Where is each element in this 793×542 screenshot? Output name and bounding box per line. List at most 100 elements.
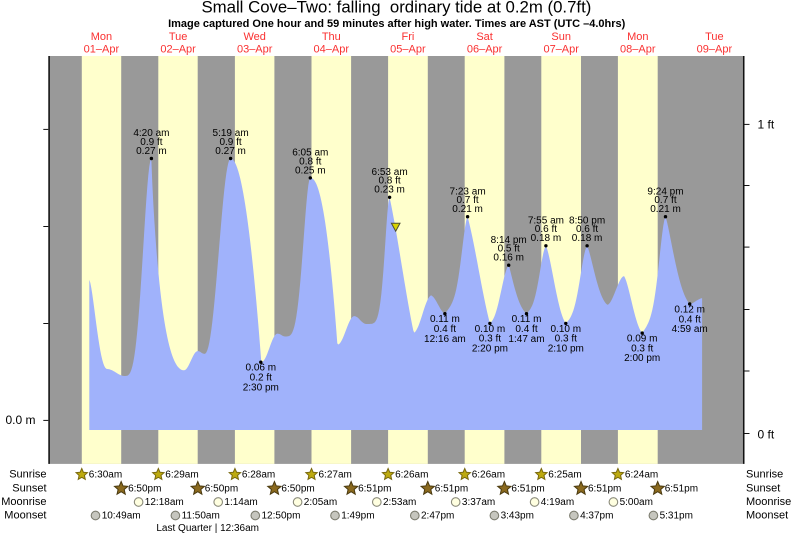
svg-text:3:43pm: 3:43pm <box>501 511 534 522</box>
svg-text:2:47pm: 2:47pm <box>421 511 454 522</box>
svg-text:0.10 m: 0.10 m <box>551 324 582 335</box>
svg-text:0.3 ft: 0.3 ft <box>555 334 577 345</box>
svg-text:2:53am: 2:53am <box>383 497 416 508</box>
svg-text:0.10 m: 0.10 m <box>475 324 506 335</box>
svg-text:1:14am: 1:14am <box>224 497 257 508</box>
svg-text:0.23 m: 0.23 m <box>374 185 405 196</box>
svg-text:0.12 m: 0.12 m <box>674 305 705 316</box>
svg-text:Moonset: Moonset <box>746 510 788 522</box>
svg-text:Sunset: Sunset <box>12 483 46 495</box>
svg-text:12:50pm: 12:50pm <box>262 511 301 522</box>
svg-text:1 ft: 1 ft <box>758 118 775 132</box>
svg-text:0.25 m: 0.25 m <box>295 165 326 176</box>
svg-text:0.9 ft: 0.9 ft <box>140 137 162 148</box>
svg-text:Wed: Wed <box>243 31 265 43</box>
svg-text:01–Apr: 01–Apr <box>84 44 120 56</box>
svg-text:Moonrise: Moonrise <box>1 496 46 508</box>
svg-text:0.7 ft: 0.7 ft <box>456 195 478 206</box>
svg-text:Moonrise: Moonrise <box>746 496 791 508</box>
svg-text:8:14 pm: 8:14 pm <box>491 235 527 246</box>
svg-text:Tue: Tue <box>705 31 724 43</box>
svg-text:1:47 am: 1:47 am <box>508 334 544 345</box>
svg-text:5:19 am: 5:19 am <box>213 128 249 139</box>
svg-text:0.09 m: 0.09 m <box>627 334 658 345</box>
svg-text:0.21 m: 0.21 m <box>650 204 681 215</box>
svg-text:02–Apr: 02–Apr <box>160 44 196 56</box>
svg-text:Tue: Tue <box>169 31 188 43</box>
svg-text:12:16 am: 12:16 am <box>424 334 466 345</box>
svg-text:0.7 ft: 0.7 ft <box>654 195 676 206</box>
svg-text:6:50pm: 6:50pm <box>128 484 161 495</box>
svg-text:0.0 m: 0.0 m <box>5 413 35 427</box>
svg-text:0.8 ft: 0.8 ft <box>378 176 400 187</box>
svg-text:6:53 am: 6:53 am <box>372 167 408 178</box>
svg-text:4:59 am: 4:59 am <box>672 324 708 335</box>
svg-text:Sunset: Sunset <box>746 483 780 495</box>
svg-text:0.3 ft: 0.3 ft <box>479 334 501 345</box>
svg-text:0.16 m: 0.16 m <box>493 253 524 264</box>
svg-text:0.4 ft: 0.4 ft <box>434 324 456 335</box>
svg-text:0.27 m: 0.27 m <box>136 146 167 157</box>
svg-text:6:51pm: 6:51pm <box>358 484 391 495</box>
svg-text:0.18 m: 0.18 m <box>572 233 603 244</box>
svg-text:3:37am: 3:37am <box>462 497 495 508</box>
svg-text:0.6 ft: 0.6 ft <box>576 224 598 235</box>
svg-text:2:05am: 2:05am <box>304 497 337 508</box>
svg-text:5:31pm: 5:31pm <box>660 511 693 522</box>
svg-text:05–Apr: 05–Apr <box>390 44 426 56</box>
svg-text:0.27 m: 0.27 m <box>215 146 246 157</box>
svg-text:4:37pm: 4:37pm <box>580 511 613 522</box>
svg-text:Moonset: Moonset <box>4 510 46 522</box>
svg-text:0.11 m: 0.11 m <box>512 314 542 325</box>
svg-text:2:00 pm: 2:00 pm <box>624 353 660 364</box>
svg-text:0.18 m: 0.18 m <box>531 233 562 244</box>
svg-text:6:26am: 6:26am <box>395 470 428 481</box>
svg-text:Thu: Thu <box>322 31 341 43</box>
svg-text:0.3 ft: 0.3 ft <box>631 343 653 354</box>
svg-text:6:24am: 6:24am <box>625 470 658 481</box>
svg-text:6:27am: 6:27am <box>319 470 352 481</box>
svg-text:0.6 ft: 0.6 ft <box>535 224 557 235</box>
svg-text:06–Apr: 06–Apr <box>467 44 503 56</box>
svg-text:03–Apr: 03–Apr <box>237 44 273 56</box>
svg-text:6:51pm: 6:51pm <box>588 484 621 495</box>
svg-text:0.9 ft: 0.9 ft <box>219 137 241 148</box>
svg-text:4:19am: 4:19am <box>541 497 574 508</box>
svg-text:6:05 am: 6:05 am <box>292 148 328 159</box>
svg-text:Mon: Mon <box>91 31 112 43</box>
svg-text:Sunrise: Sunrise <box>746 469 783 481</box>
svg-text:6:30am: 6:30am <box>89 470 122 481</box>
svg-text:6:28am: 6:28am <box>242 470 275 481</box>
svg-text:0.21 m: 0.21 m <box>452 204 483 215</box>
svg-text:6:50pm: 6:50pm <box>281 484 314 495</box>
svg-text:Last Quarter | 12:36am: Last Quarter | 12:36am <box>156 523 259 534</box>
svg-text:2:10 pm: 2:10 pm <box>548 344 584 355</box>
svg-text:12:18am: 12:18am <box>145 497 184 508</box>
svg-text:Fri: Fri <box>401 31 414 43</box>
svg-text:7:55 am: 7:55 am <box>528 215 564 226</box>
svg-text:Sat: Sat <box>476 31 493 43</box>
svg-text:0.4 ft: 0.4 ft <box>679 314 701 325</box>
svg-text:0.06 m: 0.06 m <box>246 363 277 374</box>
svg-text:5:00am: 5:00am <box>620 497 653 508</box>
svg-text:6:50pm: 6:50pm <box>205 484 238 495</box>
svg-text:Sunrise: Sunrise <box>9 469 46 481</box>
svg-text:09–Apr: 09–Apr <box>697 44 733 56</box>
svg-text:10:49am: 10:49am <box>102 511 141 522</box>
svg-text:1:49pm: 1:49pm <box>341 511 374 522</box>
svg-text:6:51pm: 6:51pm <box>435 484 468 495</box>
svg-text:Small Cove–Two: falling ordin: Small Cove–Two: falling ordinary tide at… <box>201 0 591 17</box>
svg-text:6:26am: 6:26am <box>472 470 505 481</box>
svg-text:0.5 ft: 0.5 ft <box>498 244 520 255</box>
svg-text:11:50am: 11:50am <box>182 511 220 522</box>
svg-text:08–Apr: 08–Apr <box>620 44 656 56</box>
svg-text:2:30 pm: 2:30 pm <box>243 382 279 393</box>
svg-text:0.11 m: 0.11 m <box>430 314 460 325</box>
svg-text:6:51pm: 6:51pm <box>511 484 544 495</box>
svg-text:Mon: Mon <box>627 31 648 43</box>
svg-text:07–Apr: 07–Apr <box>543 44 579 56</box>
svg-text:0.8 ft: 0.8 ft <box>299 156 321 167</box>
svg-text:6:51pm: 6:51pm <box>665 484 698 495</box>
svg-text:9:24 pm: 9:24 pm <box>647 186 683 197</box>
svg-text:04–Apr: 04–Apr <box>314 44 350 56</box>
